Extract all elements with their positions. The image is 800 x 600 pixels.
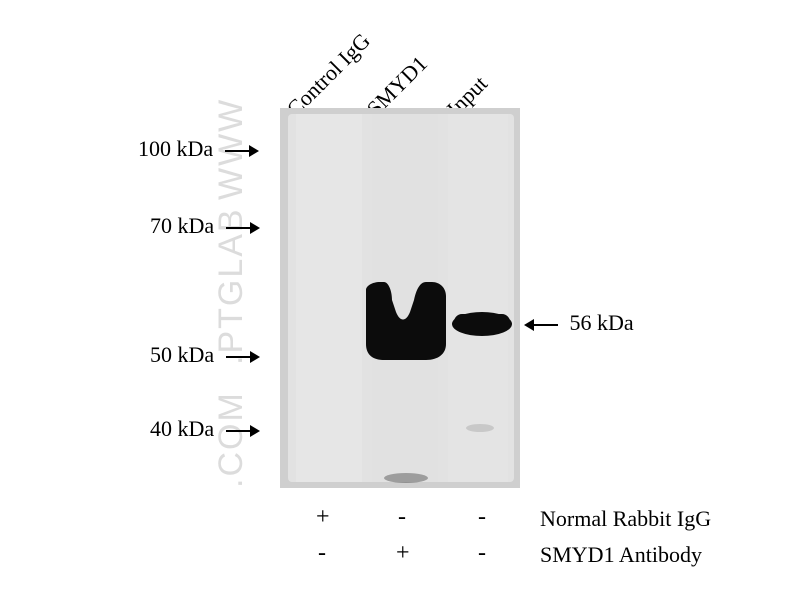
pm-r2c1: -	[318, 540, 326, 567]
mw-text-70: 70 kDa	[150, 213, 214, 238]
blot-membrane	[280, 108, 520, 488]
mw-marker-40: 40 kDa	[150, 416, 260, 442]
mw-text-100: 100 kDa	[138, 136, 213, 161]
blot-bg-svg	[280, 108, 520, 488]
arrow-right-icon	[226, 227, 260, 229]
mw-marker-100: 100 kDa	[138, 136, 259, 162]
figure-container: WWW .PTGLAB .COM Control IgG SMYD1 Input…	[0, 0, 800, 600]
row-label-2: SMYD1 Antibody	[540, 542, 702, 568]
arrow-left-icon	[524, 324, 558, 326]
pm-r1c2: -	[398, 504, 406, 531]
pm-r2c3: -	[478, 540, 486, 567]
arrow-right-icon	[226, 356, 260, 358]
arrow-right-icon	[226, 430, 260, 432]
arrow-right-icon	[225, 150, 259, 152]
mw-marker-50: 50 kDa	[150, 342, 260, 368]
pm-r2c2: +	[396, 540, 410, 567]
detected-band-label: 56 kDa	[524, 310, 634, 336]
mw-marker-70: 70 kDa	[150, 213, 260, 239]
mw-text-40: 40 kDa	[150, 416, 214, 441]
pm-r1c1: +	[316, 504, 330, 531]
row-label-1: Normal Rabbit IgG	[540, 506, 711, 532]
detected-band-text: 56 kDa	[570, 310, 634, 335]
mw-text-50: 50 kDa	[150, 342, 214, 367]
pm-r1c3: -	[478, 504, 486, 531]
